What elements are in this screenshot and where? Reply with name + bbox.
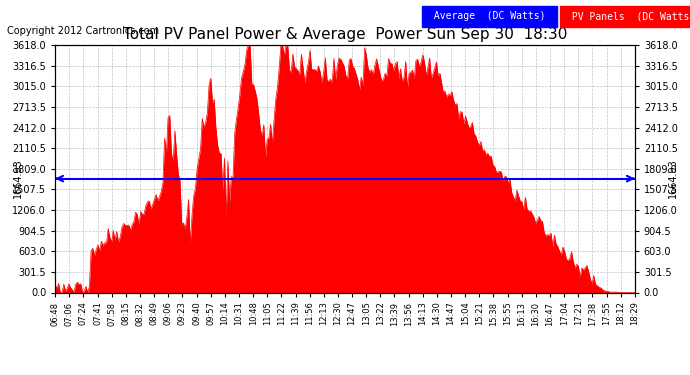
Text: Copyright 2012 Cartronics.com: Copyright 2012 Cartronics.com (7, 26, 159, 36)
Text: Average  (DC Watts): Average (DC Watts) (428, 11, 551, 21)
Text: 1664.93: 1664.93 (667, 159, 678, 198)
Text: 1664.93: 1664.93 (12, 159, 23, 198)
Title: Total PV Panel Power & Average  Power Sun Sep 30  18:30: Total PV Panel Power & Average Power Sun… (123, 27, 567, 42)
Text: PV Panels  (DC Watts): PV Panels (DC Watts) (566, 11, 690, 21)
